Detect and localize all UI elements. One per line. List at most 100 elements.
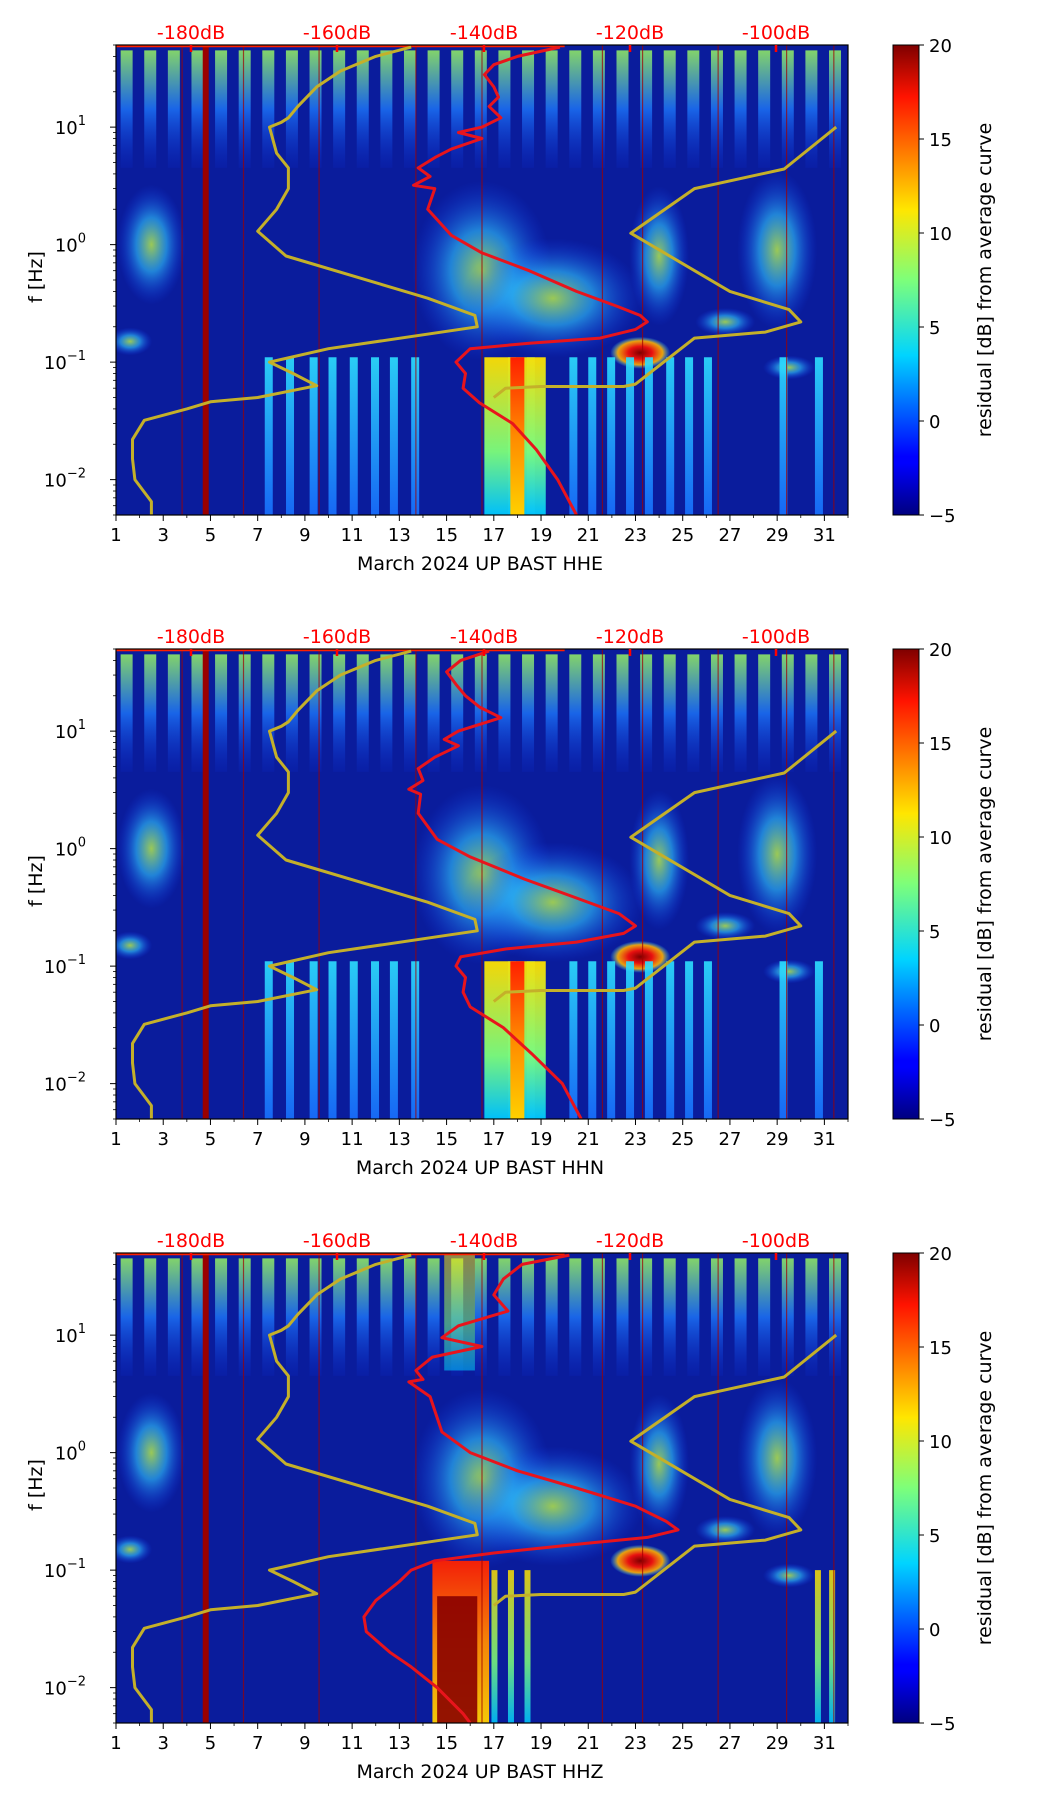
db-scale-label: -180dB xyxy=(157,1230,225,1252)
low-frequency-stripe xyxy=(371,357,380,515)
colorbar-tick-label: 0 xyxy=(929,1016,940,1037)
vertical-marker-band xyxy=(202,1253,209,1723)
colorbar-tick-label: 15 xyxy=(929,734,952,755)
y-tick-label: 10−1 xyxy=(44,349,86,374)
y-tick-base: 10 xyxy=(44,957,67,978)
microseism-blob xyxy=(629,790,690,931)
x-tick-label: 13 xyxy=(388,1129,411,1150)
daily-noise-band xyxy=(498,1258,511,1376)
y-tick-exponent: 0 xyxy=(78,836,86,851)
daily-noise-band xyxy=(403,50,416,168)
daily-noise-band xyxy=(805,654,818,772)
low-frequency-stripe xyxy=(264,961,273,1119)
microseism-blob xyxy=(737,1378,818,1539)
x-tick-label: 17 xyxy=(482,1733,505,1754)
colorbar-tick-label: 5 xyxy=(929,1526,940,1547)
microseism-blob xyxy=(116,931,153,960)
low-frequency-stripe xyxy=(607,357,616,515)
daily-noise-band xyxy=(663,50,676,168)
colorbar-label: residual [dB] from average curve xyxy=(974,123,996,438)
y-axis-label: f [Hz] xyxy=(25,251,47,303)
y-tick-base: 10 xyxy=(44,1561,67,1582)
daily-noise-band xyxy=(215,654,228,772)
y-axis-label: f [Hz] xyxy=(25,1459,47,1511)
microseism-blob xyxy=(695,307,756,336)
y-tick-label: 10−2 xyxy=(44,1071,86,1096)
x-tick-label: 23 xyxy=(624,1733,647,1754)
daily-noise-band xyxy=(167,654,180,772)
microseism-blob xyxy=(117,184,186,305)
colorbar-label: residual [dB] from average curve xyxy=(974,1331,996,1646)
daily-noise-band xyxy=(191,654,204,772)
low-frequency-stripe xyxy=(685,961,694,1119)
colorbar-tick-label: 20 xyxy=(929,640,952,661)
microseism-blob xyxy=(695,1515,756,1544)
microseism-blob xyxy=(629,1394,690,1535)
x-tick-label: 27 xyxy=(718,1733,741,1754)
x-tick-label: 7 xyxy=(252,1733,263,1754)
x-tick-label: 13 xyxy=(388,1733,411,1754)
x-tick-label: 29 xyxy=(766,1733,789,1754)
microseism-blob xyxy=(737,774,818,935)
colorbar-gradient xyxy=(892,648,920,1120)
daily-noise-band xyxy=(781,50,794,168)
y-tick-label: 10−2 xyxy=(44,467,86,492)
colorbar-tick-label: 0 xyxy=(929,1620,940,1641)
db-scale-label: -140dB xyxy=(450,22,518,44)
daily-noise-band xyxy=(262,654,275,772)
vertical-marker-band xyxy=(202,45,209,515)
daily-noise-band xyxy=(144,654,157,772)
y-tick-base: 10 xyxy=(55,722,78,743)
x-tick-label: 7 xyxy=(252,525,263,546)
daily-noise-band xyxy=(356,654,369,772)
colorbar-gradient xyxy=(892,44,920,516)
daily-noise-band xyxy=(829,1258,842,1376)
colorbar: 20 15 10 5 0 −5 residual [dB] from average cur… xyxy=(892,36,996,527)
daily-noise-band xyxy=(687,654,700,772)
x-tick-label: 25 xyxy=(671,1733,694,1754)
low-frequency-hot-stripe xyxy=(510,357,525,515)
y-tick-label: 100 xyxy=(55,1440,86,1465)
low-frequency-stripe xyxy=(644,961,653,1119)
spectrogram-heatmap xyxy=(116,649,848,1119)
spectrogram-heatmap xyxy=(116,1253,848,1723)
daily-noise-band xyxy=(167,50,180,168)
daily-noise-band xyxy=(758,1258,771,1376)
x-tick-label: 9 xyxy=(299,525,310,546)
daily-noise-band xyxy=(545,654,558,772)
daily-noise-band xyxy=(451,50,464,168)
low-frequency-stripe xyxy=(328,961,337,1119)
y-tick-label: 10−2 xyxy=(44,1675,86,1700)
low-frequency-stripe xyxy=(779,357,788,515)
microseism-blob xyxy=(462,238,643,359)
daily-noise-band xyxy=(710,654,723,772)
daily-noise-band xyxy=(333,654,346,772)
colorbar-tick-label: 20 xyxy=(929,1244,952,1265)
x-tick-label: 3 xyxy=(157,525,168,546)
daily-noise-band xyxy=(781,1258,794,1376)
db-scale-label: -180dB xyxy=(157,626,225,648)
low-frequency-stripe xyxy=(411,961,420,1119)
daily-noise-band xyxy=(829,654,842,772)
low-frequency-stripe xyxy=(286,961,295,1119)
db-scale-label: -120dB xyxy=(596,1230,664,1252)
microseism-blob xyxy=(462,1446,643,1567)
low-frequency-stripe xyxy=(507,1570,514,1723)
low-frequency-stripe xyxy=(814,357,823,515)
daily-noise-band xyxy=(569,1258,582,1376)
daily-noise-band xyxy=(687,50,700,168)
y-tick-base: 10 xyxy=(55,1444,78,1465)
x-tick-label: 31 xyxy=(813,1129,836,1150)
daily-noise-band xyxy=(522,1258,535,1376)
y-tick-label: 101 xyxy=(55,718,86,743)
daily-noise-band xyxy=(356,1258,369,1376)
x-tick-label: 21 xyxy=(577,525,600,546)
y-tick-exponent: 0 xyxy=(78,232,86,247)
x-tick-label: 31 xyxy=(813,1733,836,1754)
noise-model-curve-left xyxy=(131,649,479,1119)
y-tick-exponent: 0 xyxy=(78,1440,86,1455)
y-tick-exponent: −1 xyxy=(67,349,86,364)
low-frequency-stripe xyxy=(309,961,318,1119)
